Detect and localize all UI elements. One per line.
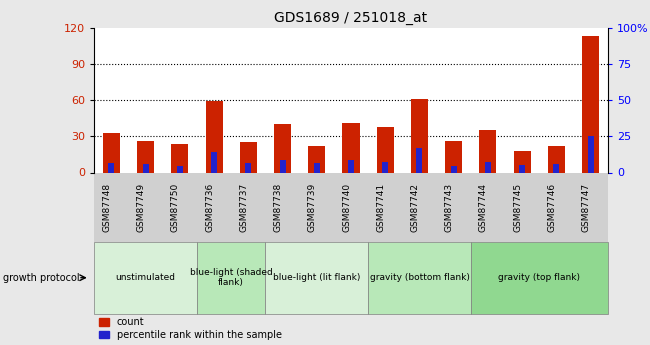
Bar: [211, 152, 217, 172]
Text: GSM87747: GSM87747: [582, 183, 591, 231]
Text: GSM87749: GSM87749: [136, 183, 146, 231]
Text: GSM87744: GSM87744: [479, 183, 488, 231]
Bar: [240, 142, 257, 172]
Text: GSM87750: GSM87750: [171, 183, 180, 231]
Bar: [142, 164, 149, 172]
Text: GSM87739: GSM87739: [307, 183, 317, 231]
Bar: [485, 161, 491, 172]
Text: blue-light (shaded
flank): blue-light (shaded flank): [190, 268, 272, 287]
Title: GDS1689 / 251018_at: GDS1689 / 251018_at: [274, 11, 428, 25]
Bar: [519, 165, 525, 172]
Legend: count, percentile rank within the sample: count, percentile rank within the sample: [99, 317, 281, 340]
Bar: [480, 130, 497, 172]
Bar: [137, 141, 154, 172]
Text: GSM87742: GSM87742: [410, 183, 419, 231]
Bar: [582, 36, 599, 172]
Bar: [450, 167, 457, 172]
Text: GSM87748: GSM87748: [102, 183, 111, 231]
Text: GSM87743: GSM87743: [445, 183, 454, 231]
Text: gravity (top flank): gravity (top flank): [499, 273, 580, 282]
Bar: [382, 161, 388, 172]
Bar: [445, 141, 462, 172]
Text: GSM87738: GSM87738: [274, 183, 283, 231]
Bar: [588, 136, 593, 172]
Bar: [308, 146, 326, 172]
Bar: [280, 160, 285, 172]
Text: growth protocol: growth protocol: [3, 273, 80, 283]
Bar: [548, 146, 565, 172]
Bar: [348, 160, 354, 172]
Text: unstimulated: unstimulated: [116, 273, 176, 282]
Bar: [411, 99, 428, 172]
Text: GSM87740: GSM87740: [342, 183, 351, 231]
Bar: [343, 123, 359, 172]
Bar: [103, 132, 120, 172]
Bar: [109, 163, 114, 172]
Bar: [314, 163, 320, 172]
Text: gravity (bottom flank): gravity (bottom flank): [370, 273, 469, 282]
Bar: [172, 144, 188, 172]
Text: GSM87741: GSM87741: [376, 183, 385, 231]
Text: GSM87746: GSM87746: [547, 183, 556, 231]
Bar: [205, 101, 222, 172]
Bar: [245, 163, 252, 172]
Bar: [514, 151, 530, 172]
Bar: [553, 164, 560, 172]
Bar: [377, 127, 394, 172]
Bar: [417, 148, 423, 172]
Text: GSM87737: GSM87737: [239, 183, 248, 231]
Bar: [177, 167, 183, 172]
Text: GSM87745: GSM87745: [513, 183, 522, 231]
Text: blue-light (lit flank): blue-light (lit flank): [273, 273, 361, 282]
Bar: [274, 124, 291, 172]
Text: GSM87736: GSM87736: [205, 183, 214, 231]
